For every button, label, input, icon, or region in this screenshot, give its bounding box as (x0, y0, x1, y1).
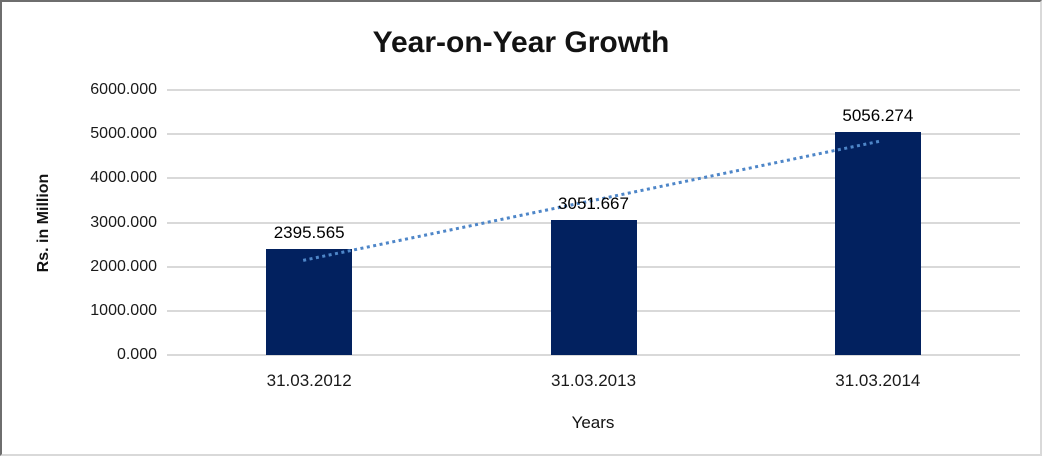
trendline (302, 139, 883, 262)
x-axis-title: Years (571, 413, 615, 432)
y-tick-label: 5000.000 (90, 125, 157, 143)
y-tick-label: 3000.000 (90, 213, 157, 231)
x-tick-label: 31.03.2012 (266, 371, 352, 390)
gridline (167, 133, 1020, 136)
y-tick-label: 0.000 (116, 346, 157, 363)
y-tick-label: 6000.000 (90, 81, 157, 98)
bar-31.03.2013 (550, 220, 637, 355)
gridline (167, 89, 1020, 91)
gridline (167, 354, 1020, 356)
bar-31.03.2012 (266, 249, 353, 355)
chart-title: Year-on-Year Growth (372, 26, 670, 59)
y-tick-label: 2000.000 (90, 257, 157, 275)
plot-area: 31.03.2012 31.03.2013 31.03.2014 2395.565 30… (167, 89, 1020, 390)
gridline (167, 177, 1020, 180)
y-tick-label: 4000.000 (90, 169, 157, 187)
x-tick-label: 31.03.2013 (550, 371, 637, 390)
bar-value-label: 5056.274 (842, 105, 914, 125)
bar-value-label: 3051.667 (558, 194, 629, 214)
y-tick-label: 1000.000 (90, 301, 157, 319)
x-tick-label: 31.03.2014 (835, 371, 921, 390)
bar-31.03.2014 (834, 131, 921, 355)
bar-value-label: 2395.565 (273, 223, 345, 243)
